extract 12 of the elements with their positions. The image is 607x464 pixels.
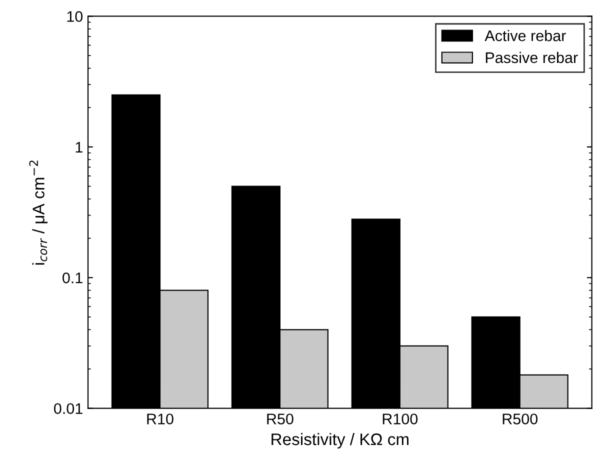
y-tick-label: 0.01 [54,403,82,414]
legend-label: Active rebar [484,30,566,42]
x-tick-label: R50 [267,414,294,424]
x-tick-label: R100 [382,414,418,424]
x-tick-label: R10 [147,414,174,424]
legend-label: Passive rebar [486,52,578,64]
x-axis-title: Resistivity / KΩ cm [272,432,408,449]
x-tick-label: R500 [502,414,538,424]
y-tick-label: 0.1 [62,272,82,284]
y-tick-label: 10 [67,11,83,22]
y-tick-label: 1 [76,142,82,152]
y-axis-title: i$_{corr}$ / μA cm$^{−2}$ [29,160,48,265]
